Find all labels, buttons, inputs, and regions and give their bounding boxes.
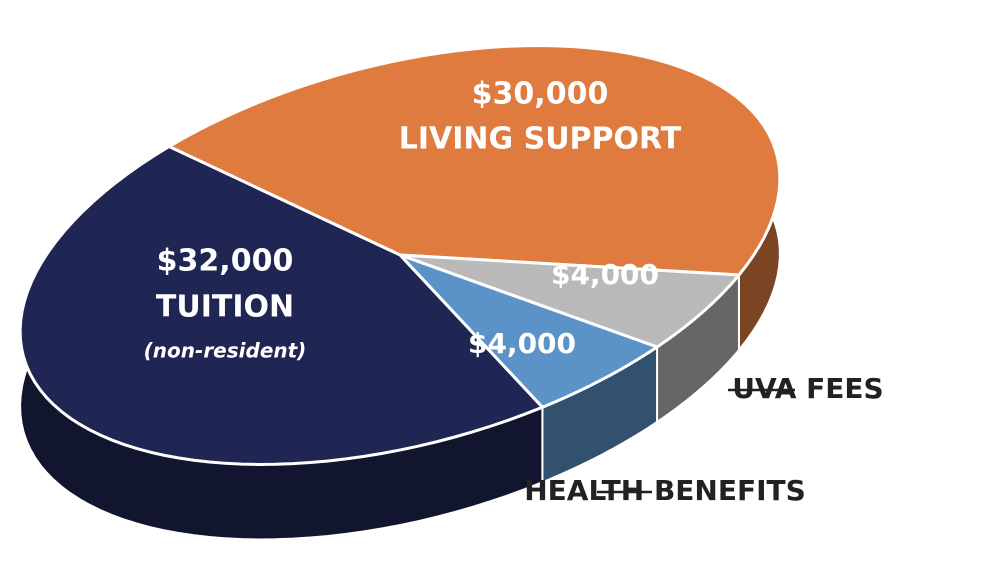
- value-label: $4,000: [551, 258, 659, 291]
- annotation: (non-resident): [144, 339, 307, 363]
- category-label: LIVING SUPPORT: [399, 122, 682, 157]
- category-label: UVA FEES: [732, 372, 883, 405]
- value-label: $32,000: [157, 244, 294, 279]
- slice: [18, 144, 545, 466]
- category-label: TUITION: [156, 290, 294, 325]
- category-label: HEALTH BENEFITS: [524, 474, 806, 507]
- value-label: $4,000: [468, 327, 576, 360]
- slice: [399, 253, 742, 349]
- value-label: $30,000: [472, 77, 609, 112]
- slice: [398, 253, 661, 410]
